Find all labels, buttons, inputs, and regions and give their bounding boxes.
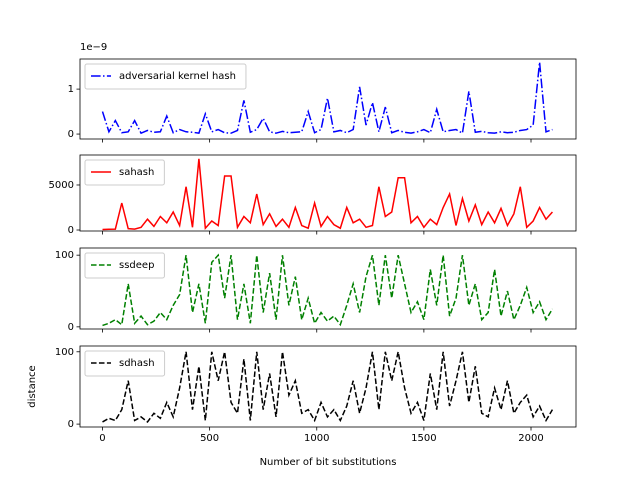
data-line	[102, 253, 554, 327]
axes-frame	[79, 345, 577, 428]
data-line	[102, 351, 554, 424]
subplot: 0 500 1000 1500 2000 0 100 Number of bit substi…	[27, 345, 577, 468]
legend-label: sdhash	[119, 358, 155, 369]
legend: ssdeep	[84, 252, 165, 279]
x-tick-label: 500	[200, 433, 219, 444]
axes-frame	[79, 247, 577, 330]
x-tick-label: 1000	[304, 433, 329, 444]
axes-frame	[79, 58, 577, 140]
legend-box	[84, 350, 166, 377]
x-axis-label: Number of bit substitutions	[260, 457, 397, 468]
axes-frame	[79, 154, 577, 232]
y-tick-label: 1	[68, 84, 74, 95]
x-tick-label: 0	[99, 433, 105, 444]
subplot: 0 100 ssdeep	[55, 247, 577, 333]
subplot: 0 1 1e−9 adversarial kernel hash	[68, 42, 577, 143]
legend-label: sahash	[119, 167, 154, 178]
legend-label: adversarial kernel hash	[119, 71, 236, 82]
legend-label: ssdeep	[119, 260, 154, 271]
y-tick-label: 5000	[49, 180, 74, 191]
y-tick-label: 100	[55, 347, 74, 358]
legend-box	[84, 63, 247, 90]
offset-text: 1e−9	[80, 42, 107, 53]
y-tick-label: 0	[68, 419, 74, 430]
y-tick-label: 0	[68, 322, 74, 333]
data-line	[102, 158, 553, 231]
y-tick-label: 0	[68, 225, 74, 236]
subplot: 0 5000 sahash	[49, 154, 577, 236]
legend-box	[84, 159, 165, 186]
y-axis-label: distance	[27, 365, 38, 407]
legend: sahash	[84, 159, 165, 186]
x-tick-label: 1500	[411, 433, 436, 444]
data-line	[101, 62, 553, 135]
y-tick-label: 100	[55, 250, 74, 261]
legend: adversarial kernel hash	[84, 63, 247, 90]
y-tick-label: 0	[68, 129, 74, 140]
legend-box	[84, 252, 165, 279]
x-tick-label: 2000	[518, 433, 543, 444]
legend: sdhash	[84, 350, 166, 377]
